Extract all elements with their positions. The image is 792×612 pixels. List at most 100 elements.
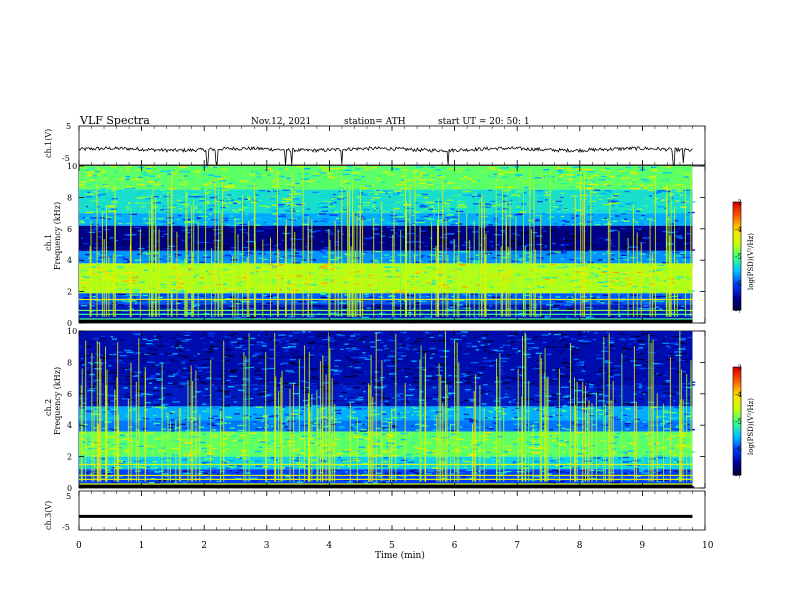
spectral-noise bbox=[152, 461, 157, 463]
spectral-noise bbox=[429, 254, 436, 256]
spectral-noise bbox=[547, 477, 555, 479]
spectral-noise bbox=[307, 295, 311, 297]
spectral-noise bbox=[532, 306, 537, 309]
spectral-noise bbox=[145, 202, 152, 204]
spectral-noise bbox=[155, 440, 161, 442]
spectral-noise bbox=[243, 253, 250, 256]
spectral-noise bbox=[446, 308, 454, 311]
spectral-noise bbox=[321, 274, 325, 276]
spectral-noise bbox=[269, 278, 276, 280]
sferic-line bbox=[114, 210, 116, 317]
spectral-noise bbox=[485, 305, 490, 307]
spectral-noise bbox=[350, 459, 355, 461]
spectral-noise bbox=[302, 295, 307, 298]
spectral-noise bbox=[518, 233, 524, 235]
spectral-noise bbox=[445, 241, 451, 243]
spectral-noise bbox=[272, 179, 280, 181]
spectral-noise bbox=[428, 436, 437, 438]
spectral-noise bbox=[184, 312, 193, 314]
spectral-noise bbox=[456, 438, 464, 440]
spectral-noise bbox=[99, 254, 103, 256]
spectral-noise bbox=[307, 176, 312, 179]
spectral-noise bbox=[500, 450, 503, 452]
spectral-noise bbox=[421, 255, 425, 257]
spectral-noise bbox=[660, 291, 664, 294]
spectral-noise bbox=[148, 471, 151, 473]
spectral-noise bbox=[599, 289, 602, 291]
spectral-noise bbox=[562, 238, 565, 240]
spectral-noise bbox=[90, 264, 97, 266]
spectral-noise bbox=[574, 215, 579, 217]
spectral-noise bbox=[383, 171, 390, 173]
spectral-noise bbox=[141, 196, 149, 198]
spectral-noise bbox=[446, 276, 451, 278]
spectral-noise bbox=[631, 461, 636, 464]
spectral-noise bbox=[427, 201, 435, 204]
spectral-noise bbox=[683, 170, 690, 172]
spectral-noise bbox=[471, 193, 478, 196]
spectral-noise bbox=[550, 481, 556, 484]
spectral-noise bbox=[224, 474, 230, 476]
spectral-noise bbox=[603, 268, 607, 270]
spectral-noise bbox=[472, 444, 480, 446]
spectral-noise bbox=[657, 199, 662, 201]
spectral-noise bbox=[405, 188, 409, 190]
spectral-noise bbox=[539, 214, 544, 217]
spectral-noise bbox=[588, 184, 594, 186]
start-time-label: start UT = 20: 50: 1 bbox=[438, 117, 530, 127]
spectral-noise bbox=[141, 434, 148, 436]
spectral-noise bbox=[232, 261, 236, 263]
spectral-noise bbox=[635, 178, 640, 181]
spectral-noise bbox=[433, 245, 436, 247]
spectral-noise bbox=[447, 191, 452, 193]
spectral-noise bbox=[255, 303, 261, 305]
spectral-noise bbox=[222, 431, 228, 433]
spectral-noise bbox=[369, 277, 374, 280]
spectral-noise bbox=[178, 423, 186, 425]
spectral-noise bbox=[332, 257, 336, 259]
spectral-noise bbox=[374, 305, 379, 308]
spectral-noise bbox=[305, 278, 308, 280]
spectral-noise bbox=[87, 173, 92, 175]
spectral-noise bbox=[535, 235, 543, 237]
spectral-noise bbox=[607, 199, 614, 201]
spectral-noise bbox=[376, 279, 381, 281]
spectral-noise bbox=[206, 294, 211, 297]
spectral-noise bbox=[177, 310, 184, 312]
sferic-line bbox=[220, 213, 222, 317]
spectral-noise bbox=[334, 454, 339, 456]
spectral-noise bbox=[193, 226, 201, 228]
spectral-noise bbox=[182, 307, 185, 309]
spectral-noise bbox=[418, 284, 426, 287]
spectral-noise bbox=[407, 243, 411, 246]
spectral-noise bbox=[266, 236, 273, 239]
spectral-noise bbox=[174, 273, 183, 276]
spectral-noise bbox=[600, 193, 607, 195]
spectral-noise bbox=[450, 462, 453, 464]
spectral-noise bbox=[496, 460, 501, 462]
spectral-noise bbox=[382, 210, 390, 212]
sferic-line bbox=[505, 197, 507, 317]
spectral-noise bbox=[127, 465, 132, 467]
spectral-noise bbox=[675, 249, 681, 252]
spectral-noise bbox=[221, 171, 230, 173]
spectral-noise bbox=[393, 472, 402, 474]
spectral-noise bbox=[125, 222, 133, 225]
spectral-noise bbox=[353, 458, 359, 460]
spectral-noise bbox=[91, 209, 96, 211]
spectral-noise bbox=[673, 186, 676, 188]
spectral-noise bbox=[420, 193, 428, 196]
spectral-noise bbox=[213, 239, 221, 242]
spectral-noise bbox=[491, 257, 498, 259]
spectral-noise bbox=[321, 457, 326, 459]
spectral-noise bbox=[327, 173, 333, 175]
spectral-noise bbox=[240, 434, 246, 437]
spectral-noise bbox=[660, 472, 665, 474]
spectral-noise bbox=[98, 236, 102, 238]
spectral-noise bbox=[227, 285, 235, 287]
spectral-noise bbox=[260, 279, 264, 281]
spectral-noise bbox=[378, 175, 381, 177]
spectral-noise bbox=[606, 221, 612, 223]
spectral-noise bbox=[592, 252, 597, 254]
spectral-noise bbox=[590, 266, 595, 269]
